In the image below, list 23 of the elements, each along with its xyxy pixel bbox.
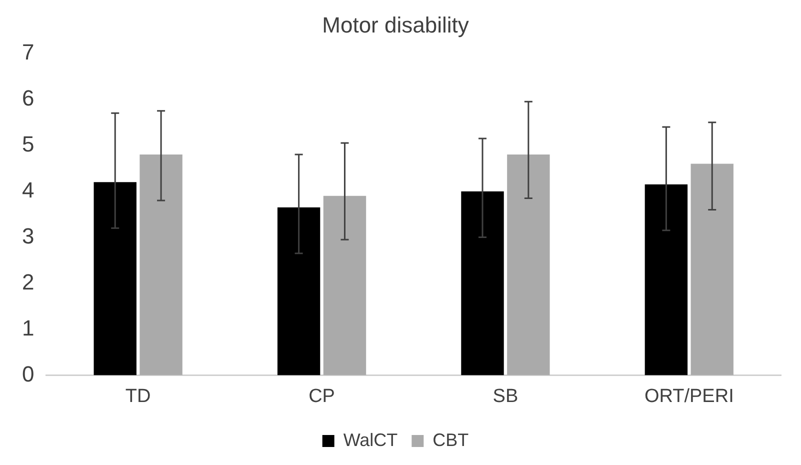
y-tick-label: 3 [22,223,34,248]
y-tick-label: 0 [22,361,34,386]
legend-label: WalCT [343,430,398,450]
x-tick-label: CP [308,386,335,407]
chart-title: Motor disability [322,12,469,38]
y-tick-label: 5 [22,131,34,156]
bar [94,182,136,376]
bar [140,154,182,376]
y-tick-label: 7 [22,39,34,64]
bar [323,196,366,376]
bar [277,207,320,376]
y-tick-label: 2 [22,269,34,294]
y-tick-label: 6 [22,85,34,110]
legend-label: CBT [432,430,469,450]
bar [461,191,504,376]
x-tick-label: TD [125,386,151,407]
bar [644,184,688,376]
y-tick-label: 1 [22,315,34,340]
x-tick-label: SB [492,386,518,407]
bar [690,164,734,376]
bar [507,154,550,376]
x-tick-label: ORT/PERI [644,386,734,407]
y-tick-label: 4 [22,177,34,202]
